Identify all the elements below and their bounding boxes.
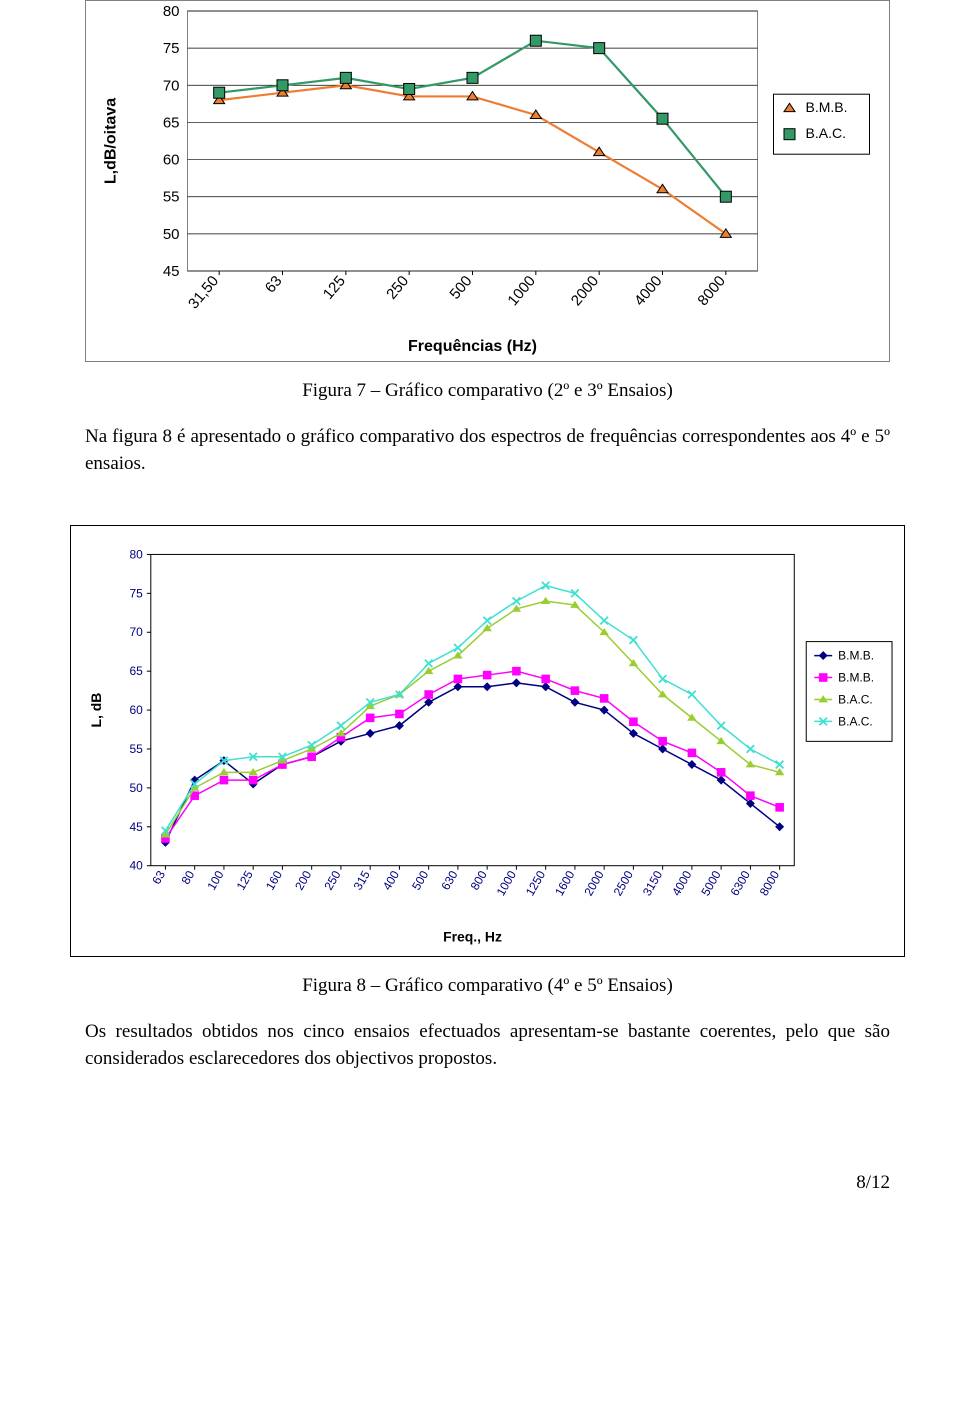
chart1-svg: 45 50 55 60 65 70 75 80 31,50 63 125 250 500 1000 2000… bbox=[86, 1, 889, 361]
svg-text:65: 65 bbox=[163, 114, 180, 131]
svg-text:63: 63 bbox=[149, 868, 168, 887]
svg-text:1000: 1000 bbox=[494, 868, 520, 898]
svg-text:31,50: 31,50 bbox=[185, 273, 222, 313]
svg-text:2500: 2500 bbox=[611, 868, 637, 898]
svg-text:800: 800 bbox=[468, 868, 490, 893]
svg-text:250: 250 bbox=[383, 273, 412, 303]
svg-text:B.M.B.: B.M.B. bbox=[838, 671, 874, 685]
svg-text:L, dB: L, dB bbox=[88, 693, 104, 728]
svg-text:80: 80 bbox=[163, 3, 180, 20]
svg-text:6300: 6300 bbox=[728, 868, 754, 898]
svg-text:500: 500 bbox=[409, 868, 431, 893]
page-number: 8/12 bbox=[85, 1172, 890, 1194]
svg-text:250: 250 bbox=[321, 868, 343, 893]
svg-text:B.A.C.: B.A.C. bbox=[838, 715, 873, 729]
svg-text:315: 315 bbox=[351, 868, 373, 893]
caption-figure-8: Figura 8 – Gráfico comparativo (4º e 5º … bbox=[85, 975, 890, 997]
svg-text:B.A.C.: B.A.C. bbox=[838, 693, 873, 707]
chart2-frame: 40 45 50 55 60 65 70 75 80 63 80 100 125 160 200 250 315… bbox=[70, 525, 905, 957]
svg-text:50: 50 bbox=[129, 781, 143, 795]
svg-text:B.M.B.: B.M.B. bbox=[838, 649, 874, 663]
svg-text:125: 125 bbox=[320, 273, 349, 303]
caption-figure-7: Figura 7 – Gráfico comparativo (2º e 3º … bbox=[85, 380, 890, 402]
svg-text:2000: 2000 bbox=[581, 868, 607, 898]
paragraph-2: Os resultados obtidos nos cinco ensaios … bbox=[85, 1019, 890, 1072]
svg-text:160: 160 bbox=[263, 868, 285, 893]
svg-text:40: 40 bbox=[129, 859, 143, 873]
svg-text:1600: 1600 bbox=[552, 868, 578, 898]
svg-text:60: 60 bbox=[129, 703, 143, 717]
svg-text:45: 45 bbox=[129, 820, 143, 834]
svg-text:55: 55 bbox=[129, 742, 143, 756]
svg-text:60: 60 bbox=[163, 152, 180, 169]
svg-text:630: 630 bbox=[438, 868, 460, 893]
svg-text:200: 200 bbox=[292, 868, 314, 893]
svg-text:4000: 4000 bbox=[669, 868, 695, 898]
svg-text:80: 80 bbox=[178, 868, 197, 887]
svg-text:75: 75 bbox=[163, 40, 180, 57]
svg-text:1250: 1250 bbox=[523, 868, 549, 898]
svg-text:2000: 2000 bbox=[568, 273, 602, 309]
svg-text:500: 500 bbox=[446, 273, 475, 303]
svg-text:5000: 5000 bbox=[698, 868, 724, 898]
svg-text:Freq., Hz: Freq., Hz bbox=[443, 929, 502, 945]
svg-text:50: 50 bbox=[163, 226, 180, 243]
svg-text:70: 70 bbox=[129, 625, 143, 639]
paragraph-1: Na figura 8 é apresentado o gráfico comp… bbox=[85, 424, 890, 477]
svg-text:55: 55 bbox=[163, 189, 180, 206]
svg-text:100: 100 bbox=[204, 868, 226, 893]
svg-text:80: 80 bbox=[129, 548, 143, 562]
chart1-frame: 45 50 55 60 65 70 75 80 31,50 63 125 250 500 1000 2000… bbox=[85, 0, 890, 362]
svg-text:B.A.C.: B.A.C. bbox=[806, 125, 846, 141]
svg-text:75: 75 bbox=[129, 587, 143, 601]
svg-text:70: 70 bbox=[163, 77, 180, 94]
svg-text:B.M.B.: B.M.B. bbox=[806, 99, 848, 115]
svg-text:400: 400 bbox=[380, 868, 402, 893]
svg-text:1000: 1000 bbox=[504, 273, 538, 309]
svg-text:Frequências (Hz): Frequências (Hz) bbox=[408, 338, 537, 355]
svg-text:45: 45 bbox=[163, 263, 180, 280]
svg-text:65: 65 bbox=[129, 664, 143, 678]
svg-text:63: 63 bbox=[262, 273, 286, 297]
svg-text:8000: 8000 bbox=[694, 273, 728, 309]
svg-text:L,dB/oitava: L,dB/oitava bbox=[103, 98, 120, 184]
svg-text:8000: 8000 bbox=[757, 868, 783, 898]
svg-text:125: 125 bbox=[234, 868, 256, 893]
svg-text:3150: 3150 bbox=[640, 868, 666, 898]
svg-text:4000: 4000 bbox=[631, 273, 665, 309]
chart2-svg: 40 45 50 55 60 65 70 75 80 63 80 100 125 160 200 250 315… bbox=[71, 526, 904, 956]
